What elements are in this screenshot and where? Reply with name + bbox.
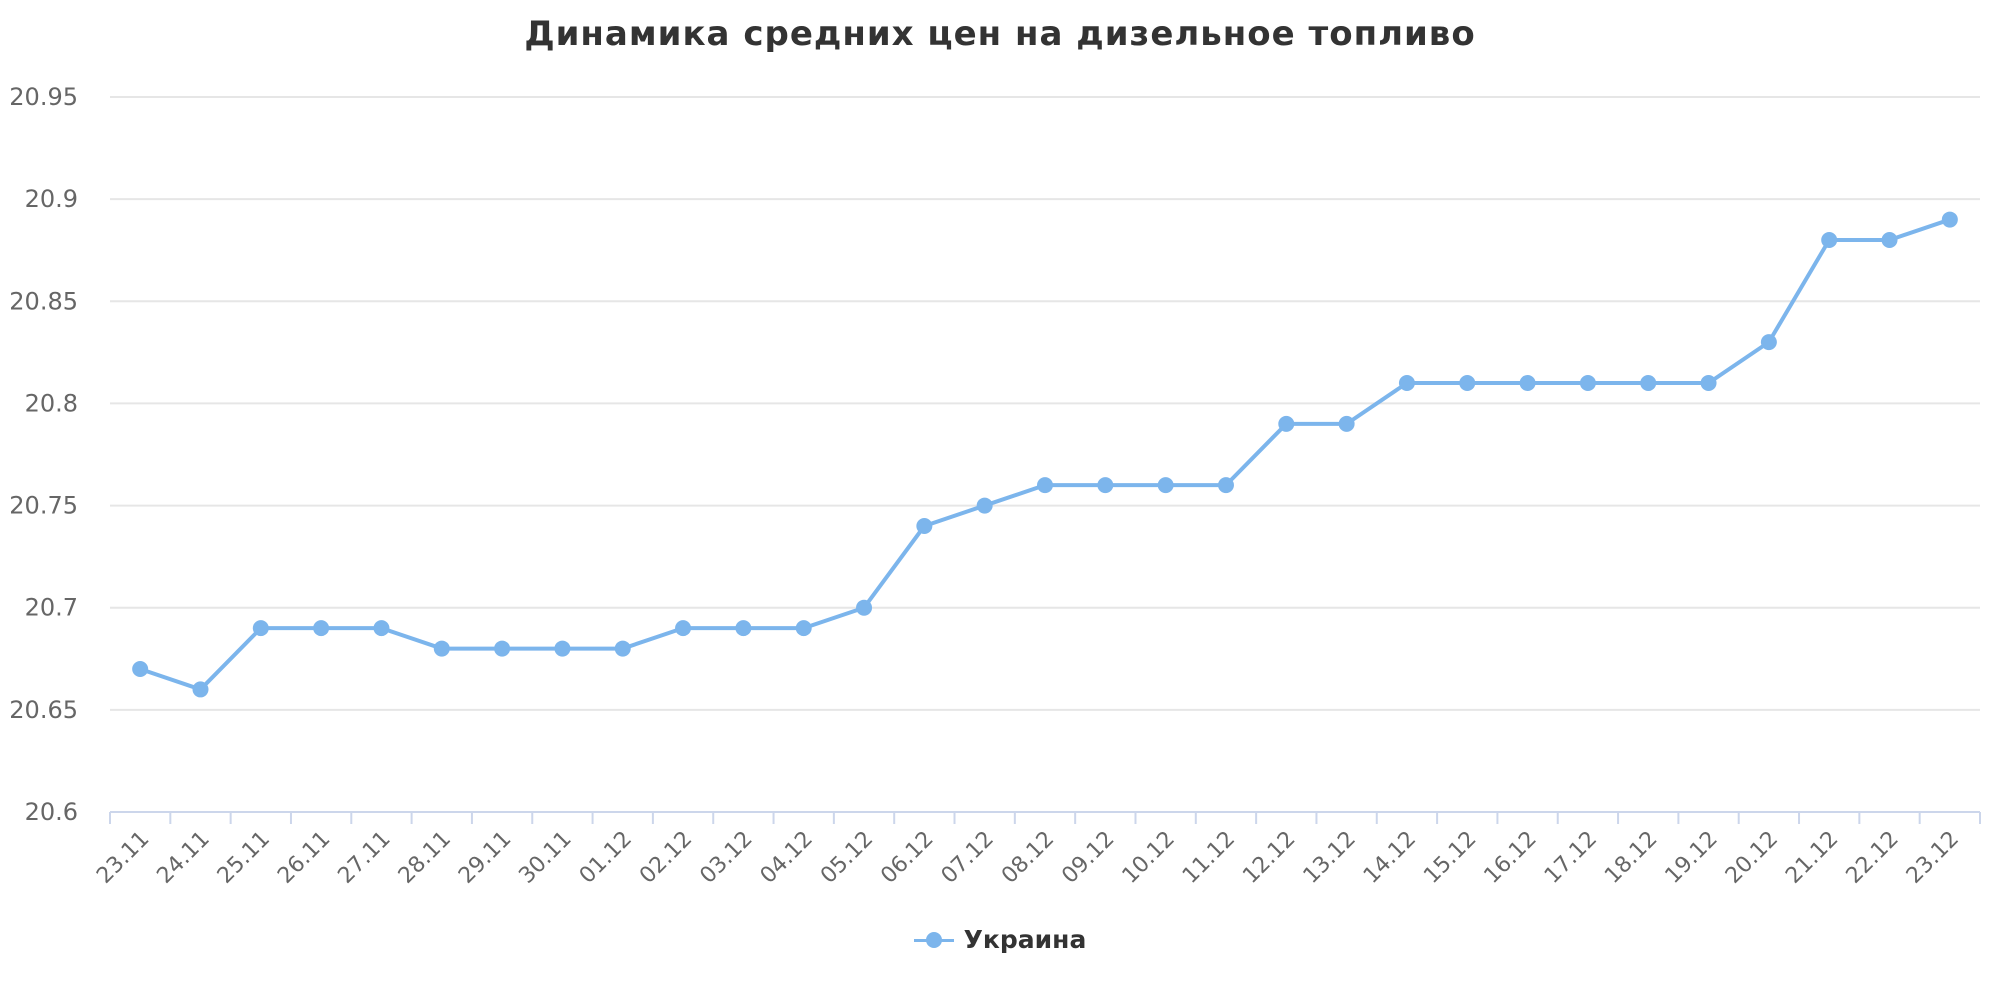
- x-tick-label: 19.12: [1661, 827, 1723, 889]
- chart-title: Динамика средних цен на дизельное топлив…: [524, 14, 1476, 54]
- data-point[interactable]: [494, 640, 511, 657]
- x-tick-label: 01.12: [575, 827, 637, 889]
- x-tick-label: 24.11: [153, 827, 215, 889]
- grid-lines: [110, 96, 1980, 711]
- x-tick-label: 18.12: [1600, 827, 1662, 889]
- x-tick-label: 03.12: [695, 827, 757, 889]
- x-tick-label: 15.12: [1419, 827, 1481, 889]
- data-point[interactable]: [1338, 415, 1355, 432]
- data-point[interactable]: [554, 640, 571, 657]
- x-tick-label: 04.12: [756, 827, 818, 889]
- x-tick-label: 14.12: [1359, 827, 1421, 889]
- data-point[interactable]: [675, 620, 692, 637]
- series-line: [139, 217, 1951, 692]
- x-tick-label: 23.12: [1902, 827, 1964, 889]
- legend-marker-icon: [913, 930, 954, 950]
- x-tick-label: 20.12: [1721, 827, 1783, 889]
- x-tick-label: 16.12: [1480, 827, 1542, 889]
- data-point[interactable]: [976, 497, 993, 514]
- data-point[interactable]: [1821, 232, 1838, 248]
- data-point[interactable]: [856, 599, 873, 616]
- x-tick-label: 25.11: [213, 827, 275, 889]
- legend[interactable]: Украина: [0, 925, 2000, 954]
- x-tick-label: 29.11: [454, 827, 516, 889]
- data-point[interactable]: [916, 518, 933, 534]
- x-tick-label: 07.12: [937, 827, 999, 889]
- x-tick-label: 17.12: [1540, 827, 1602, 889]
- data-point[interactable]: [1579, 375, 1596, 391]
- y-tick-label: 20.65: [9, 696, 78, 724]
- x-tick-label: 22.12: [1842, 827, 1904, 889]
- x-tick-label: 30.11: [514, 827, 576, 889]
- data-point[interactable]: [1097, 477, 1114, 494]
- y-tick-label: 20.75: [9, 492, 78, 520]
- x-tick-label: 26.11: [273, 827, 335, 889]
- data-point[interactable]: [433, 640, 450, 657]
- x-tick-label: 23.11: [92, 827, 154, 889]
- y-tick-label: 20.95: [9, 83, 78, 111]
- data-point[interactable]: [1398, 375, 1415, 391]
- data-point[interactable]: [1640, 375, 1657, 391]
- data-point[interactable]: [1700, 375, 1717, 391]
- x-tick-label: 05.12: [816, 827, 878, 889]
- legend-label: Украина: [963, 925, 1087, 954]
- data-point[interactable]: [614, 640, 631, 657]
- data-point[interactable]: [373, 620, 390, 637]
- x-tick-label: 12.12: [1238, 827, 1300, 889]
- series-layer: [132, 211, 1958, 698]
- x-tick-label: 10.12: [1118, 827, 1180, 889]
- data-point[interactable]: [1278, 415, 1295, 432]
- y-tick-label: 20.85: [9, 287, 78, 315]
- data-point[interactable]: [252, 620, 269, 637]
- y-tick-label: 20.6: [25, 798, 78, 826]
- y-axis: 20.6 20.65 20.7 20.75 20.8 20.85 20.9 20.95: [9, 83, 78, 826]
- data-point[interactable]: [795, 620, 812, 637]
- x-tick-label: 08.12: [997, 827, 1059, 889]
- data-point[interactable]: [1881, 232, 1898, 248]
- data-point[interactable]: [1519, 375, 1536, 391]
- data-point[interactable]: [1760, 334, 1777, 351]
- data-point[interactable]: [192, 681, 209, 698]
- x-tick-label: 02.12: [635, 827, 697, 889]
- x-tick-label: 28.11: [394, 827, 456, 889]
- x-tick-label: 09.12: [1057, 827, 1119, 889]
- x-tick-label: 11.12: [1178, 827, 1240, 889]
- data-point[interactable]: [132, 661, 149, 677]
- data-point[interactable]: [1037, 477, 1053, 494]
- y-tick-label: 20.9: [25, 185, 78, 213]
- x-tick-label: 21.12: [1781, 827, 1843, 889]
- x-tick-label: 13.12: [1299, 827, 1361, 889]
- data-point[interactable]: [1157, 477, 1174, 494]
- data-point[interactable]: [1217, 477, 1234, 494]
- data-point[interactable]: [313, 620, 330, 637]
- data-point[interactable]: [1941, 211, 1958, 228]
- data-point[interactable]: [735, 620, 752, 637]
- x-tick-label: 06.12: [876, 827, 938, 889]
- y-tick-label: 20.7: [25, 594, 78, 622]
- data-point[interactable]: [1459, 375, 1476, 391]
- y-tick-label: 20.8: [25, 389, 78, 417]
- x-tick-label: 27.11: [333, 827, 395, 889]
- x-axis: 23.1124.1125.1126.1127.1128.1129.1130.11…: [92, 811, 1981, 889]
